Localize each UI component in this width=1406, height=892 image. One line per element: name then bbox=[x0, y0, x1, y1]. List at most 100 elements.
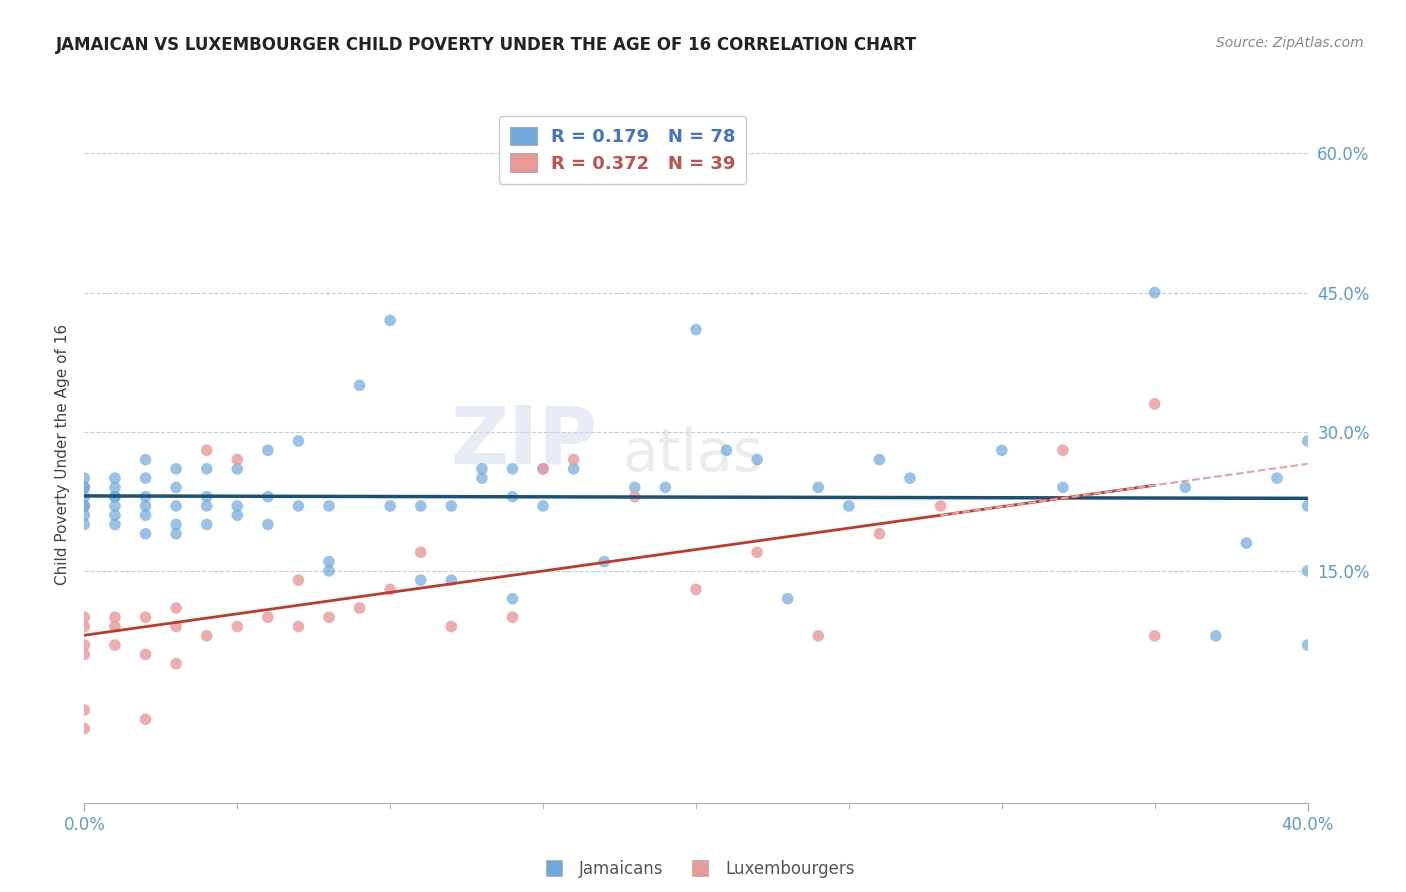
Point bbox=[287, 619, 309, 633]
Point bbox=[104, 490, 127, 504]
Point bbox=[226, 452, 249, 467]
Point bbox=[502, 490, 524, 504]
Point bbox=[318, 610, 340, 624]
Point bbox=[1296, 499, 1319, 513]
Point bbox=[502, 610, 524, 624]
Point bbox=[165, 657, 187, 671]
Point bbox=[73, 499, 96, 513]
Text: atlas: atlas bbox=[623, 426, 763, 483]
Point bbox=[409, 573, 432, 587]
Point bbox=[165, 480, 187, 494]
Point bbox=[165, 499, 187, 513]
Point bbox=[226, 499, 249, 513]
Point bbox=[1265, 471, 1288, 485]
Point bbox=[104, 480, 127, 494]
Point bbox=[104, 610, 127, 624]
Point bbox=[257, 610, 280, 624]
Point bbox=[624, 480, 647, 494]
Point bbox=[73, 648, 96, 662]
Point bbox=[502, 462, 524, 476]
Point bbox=[562, 462, 585, 476]
Point bbox=[380, 499, 402, 513]
Point bbox=[135, 508, 157, 523]
Point bbox=[165, 601, 187, 615]
Text: ZIP: ZIP bbox=[451, 402, 598, 480]
Point bbox=[73, 638, 96, 652]
Point bbox=[593, 555, 616, 569]
Point bbox=[135, 648, 157, 662]
Point bbox=[104, 490, 127, 504]
Point bbox=[471, 471, 494, 485]
Point bbox=[929, 499, 952, 513]
Point bbox=[349, 601, 371, 615]
Point bbox=[135, 471, 157, 485]
Point bbox=[195, 443, 218, 458]
Point bbox=[716, 443, 738, 458]
Point bbox=[531, 499, 554, 513]
Point bbox=[195, 629, 218, 643]
Point bbox=[685, 323, 707, 337]
Point bbox=[104, 508, 127, 523]
Point bbox=[380, 313, 402, 327]
Y-axis label: Child Poverty Under the Age of 16: Child Poverty Under the Age of 16 bbox=[55, 325, 70, 585]
Point bbox=[562, 452, 585, 467]
Point bbox=[73, 480, 96, 494]
Point bbox=[869, 526, 891, 541]
Point bbox=[531, 462, 554, 476]
Legend: Jamaicans, Luxembourgers: Jamaicans, Luxembourgers bbox=[530, 854, 862, 885]
Point bbox=[104, 619, 127, 633]
Point bbox=[135, 526, 157, 541]
Point bbox=[73, 703, 96, 717]
Point bbox=[502, 591, 524, 606]
Point bbox=[287, 434, 309, 448]
Point bbox=[73, 619, 96, 633]
Point bbox=[165, 619, 187, 633]
Text: JAMAICAN VS LUXEMBOURGER CHILD POVERTY UNDER THE AGE OF 16 CORRELATION CHART: JAMAICAN VS LUXEMBOURGER CHILD POVERTY U… bbox=[56, 36, 918, 54]
Point bbox=[1143, 285, 1166, 300]
Point bbox=[165, 526, 187, 541]
Point bbox=[73, 722, 96, 736]
Point bbox=[257, 517, 280, 532]
Point bbox=[104, 471, 127, 485]
Point bbox=[685, 582, 707, 597]
Point bbox=[257, 490, 280, 504]
Point bbox=[1052, 480, 1074, 494]
Point bbox=[73, 499, 96, 513]
Point bbox=[318, 555, 340, 569]
Point bbox=[318, 499, 340, 513]
Point bbox=[440, 573, 463, 587]
Point bbox=[135, 499, 157, 513]
Point bbox=[226, 462, 249, 476]
Point bbox=[135, 452, 157, 467]
Point bbox=[747, 452, 769, 467]
Point bbox=[624, 490, 647, 504]
Point bbox=[471, 462, 494, 476]
Point bbox=[73, 508, 96, 523]
Point bbox=[195, 462, 218, 476]
Point bbox=[409, 545, 432, 559]
Point bbox=[776, 591, 799, 606]
Point bbox=[73, 471, 96, 485]
Point bbox=[195, 517, 218, 532]
Point bbox=[73, 490, 96, 504]
Point bbox=[135, 490, 157, 504]
Point bbox=[747, 545, 769, 559]
Point bbox=[1296, 638, 1319, 652]
Point bbox=[1052, 443, 1074, 458]
Point bbox=[226, 619, 249, 633]
Point bbox=[73, 517, 96, 532]
Point bbox=[104, 499, 127, 513]
Point bbox=[195, 499, 218, 513]
Point bbox=[318, 564, 340, 578]
Point bbox=[257, 443, 280, 458]
Point bbox=[838, 499, 860, 513]
Point bbox=[1174, 480, 1197, 494]
Point bbox=[869, 452, 891, 467]
Text: Source: ZipAtlas.com: Source: ZipAtlas.com bbox=[1216, 36, 1364, 50]
Point bbox=[165, 517, 187, 532]
Point bbox=[409, 499, 432, 513]
Point bbox=[898, 471, 921, 485]
Point bbox=[1234, 536, 1257, 550]
Point bbox=[104, 517, 127, 532]
Point bbox=[440, 619, 463, 633]
